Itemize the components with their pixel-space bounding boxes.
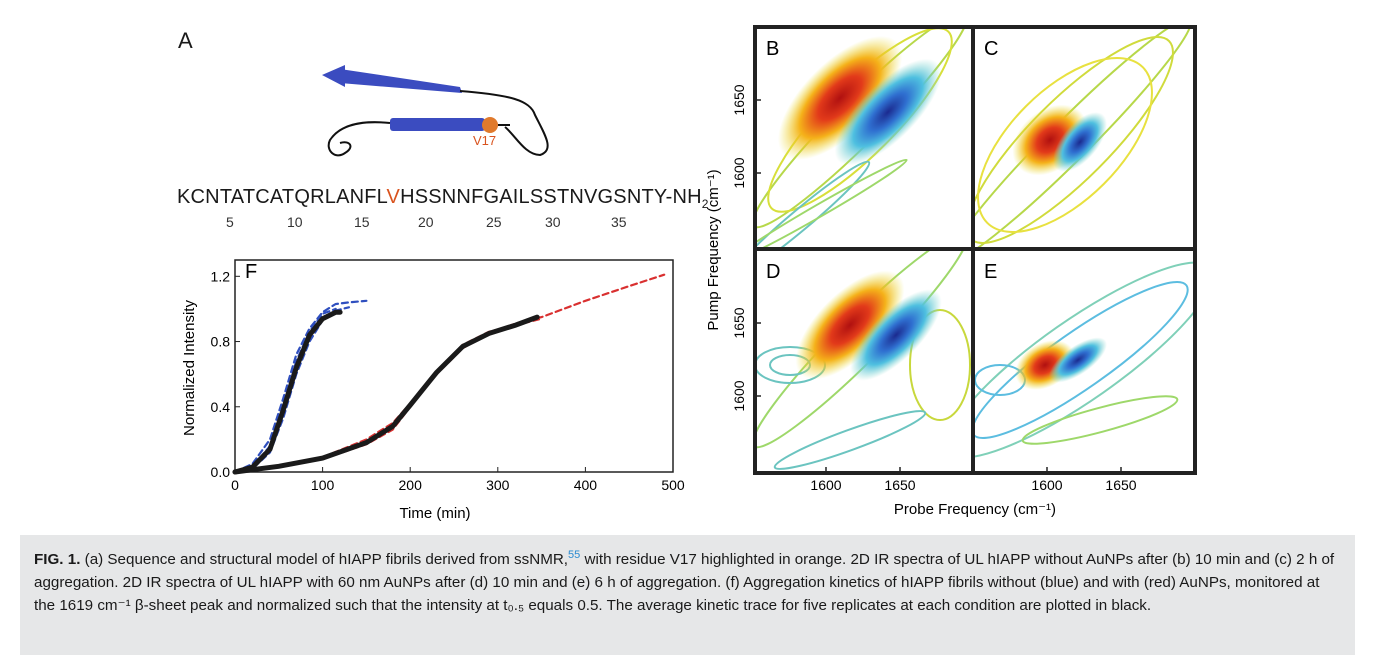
- series-line-0: [233, 299, 368, 474]
- peptide-sequence: KCNTATCATQRLANFLVHSSNNFGAILSSTNVGSNTY-NH…: [177, 186, 709, 211]
- kinetics-frame: [234, 259, 674, 473]
- panel-f-letter: F: [245, 261, 257, 283]
- caption-reference: 55: [568, 549, 581, 561]
- sequence-subscript: 2: [701, 197, 709, 211]
- series-line-3: [232, 309, 343, 475]
- kinetics-chart: 0 100 200 300 400 500 0.0 0.4 0.8 1.2 F Time (min…: [181, 259, 685, 522]
- residue-label: V17: [473, 133, 496, 148]
- kinetics-ylabel: Normalized Intensity: [181, 300, 198, 436]
- spectrum-b: [756, 28, 969, 248]
- xtick-label: 1600: [810, 477, 841, 493]
- residue-number: 20: [418, 214, 434, 230]
- residue-v17-marker: [482, 117, 498, 133]
- xtick-label: 1600: [1031, 477, 1062, 493]
- y-tick-label: 1.2: [211, 268, 231, 284]
- x-tick-label: 200: [399, 477, 423, 493]
- loop-left: [327, 121, 391, 157]
- panel-e-letter: E: [984, 261, 997, 283]
- fibril-structure-model: V17: [322, 65, 549, 157]
- xtick-label: 1650: [884, 477, 915, 493]
- residue-number: 35: [611, 214, 627, 230]
- y-tick-label: 0.0: [211, 464, 231, 480]
- caption-label: FIG. 1.: [34, 551, 81, 569]
- sequence-highlight: V: [386, 186, 401, 208]
- beta-strand-lower: [390, 118, 485, 131]
- y-tick-label: 0.8: [211, 334, 231, 350]
- residue-number: 5: [226, 214, 234, 230]
- series-line-6: [232, 314, 540, 475]
- residue-number: 30: [545, 214, 561, 230]
- x-tick-label: 0: [231, 477, 239, 493]
- ytick-label: 1600: [731, 380, 747, 411]
- residue-number: 25: [486, 214, 502, 230]
- ytick-label: 1650: [731, 84, 747, 115]
- spectrum-d: [756, 250, 971, 470]
- spectra-ylabel: Pump Frequency (cm⁻¹): [705, 169, 722, 330]
- x-tick-label: 400: [574, 477, 598, 493]
- x-tick-label: 100: [311, 477, 335, 493]
- spectrum-c: [974, 28, 1193, 248]
- y-tick-label: 0.4: [211, 399, 231, 415]
- series-line-5: [233, 317, 543, 474]
- sequence-start: KCNTATCATQRLANFL: [177, 186, 387, 208]
- x-tick-label: 500: [661, 477, 685, 493]
- sequence-end: HSSNNFGAILSSTNVGSNTY-NH: [400, 186, 702, 208]
- ytick-label: 1650: [731, 307, 747, 338]
- spectrum-e: [974, 261, 1194, 459]
- figure-caption: FIG. 1. (a) Sequence and structural mode…: [20, 535, 1355, 655]
- x-tick-label: 300: [486, 477, 510, 493]
- panel-a-letter: A: [178, 28, 193, 53]
- ytick-label: 1600: [731, 157, 747, 188]
- kinetics-xlabel: Time (min): [399, 505, 470, 522]
- residue-number: 15: [354, 214, 370, 230]
- caption-text-2: with residue V17 highlighted in orange. …: [34, 551, 1335, 615]
- xtick-label: 1650: [1105, 477, 1136, 493]
- beta-strand-upper: [325, 69, 462, 93]
- spectra-grid: B C D E 1650 1600 1650 1600: [705, 25, 1197, 518]
- caption-text-1: (a) Sequence and structural model of hIA…: [80, 551, 569, 569]
- beta-strand-arrowhead: [322, 65, 345, 87]
- panel-d-letter: D: [766, 261, 780, 283]
- residue-number: 10: [287, 214, 303, 230]
- spectra-xlabel: Probe Frequency (cm⁻¹): [894, 501, 1056, 518]
- panel-b-letter: B: [766, 38, 779, 60]
- series-line-4: [233, 273, 666, 474]
- panel-c-letter: C: [984, 38, 998, 60]
- loop-right: [459, 90, 549, 157]
